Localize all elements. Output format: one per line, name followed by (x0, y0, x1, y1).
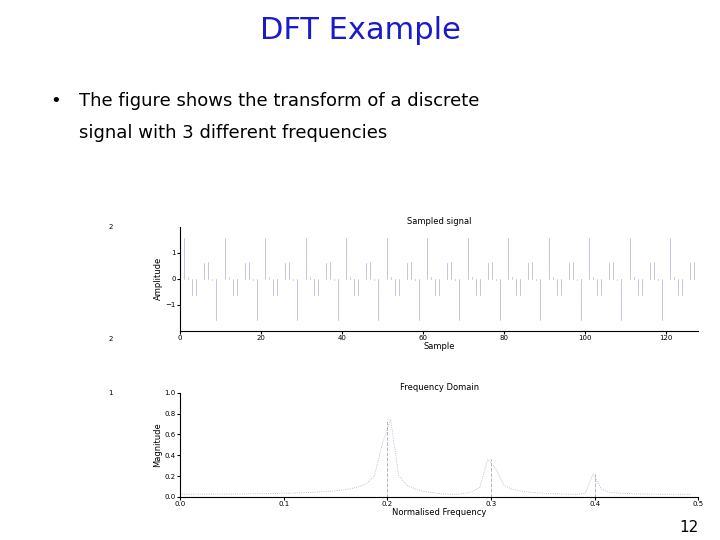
X-axis label: Sample: Sample (423, 342, 455, 351)
Y-axis label: Amplitude: Amplitude (153, 257, 163, 300)
Text: 1: 1 (108, 390, 112, 396)
Text: The figure shows the transform of a discrete: The figure shows the transform of a disc… (79, 92, 480, 110)
Text: 12: 12 (679, 519, 698, 535)
Text: 2: 2 (108, 224, 112, 230)
X-axis label: Normalised Frequency: Normalised Frequency (392, 508, 487, 517)
Text: 2: 2 (108, 336, 112, 342)
Text: •: • (50, 92, 61, 110)
Text: DFT Example: DFT Example (260, 16, 460, 45)
Title: Sampled signal: Sampled signal (407, 217, 472, 226)
Y-axis label: Magnitude: Magnitude (153, 422, 162, 467)
Title: Frequency Domain: Frequency Domain (400, 383, 479, 392)
Text: signal with 3 different frequencies: signal with 3 different frequencies (79, 124, 387, 142)
